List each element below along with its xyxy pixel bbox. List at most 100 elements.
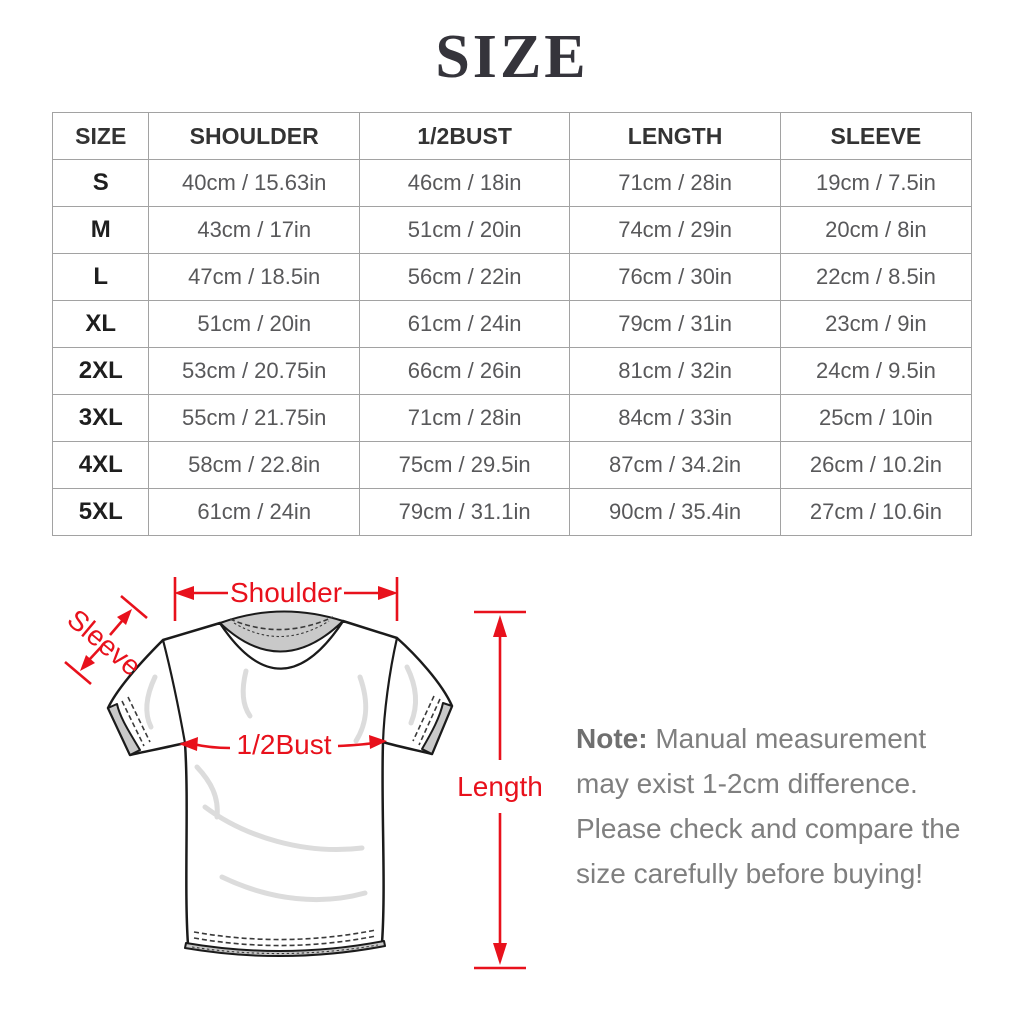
- size-cell: S: [51, 159, 150, 207]
- shoulder-cell: 40cm / 15.63in: [148, 159, 360, 207]
- arrowhead-right: [369, 735, 387, 749]
- shoulder-cell: 58cm / 22.8in: [148, 441, 360, 489]
- length-cell: 79cm / 31in: [569, 300, 781, 348]
- column-header-bust: 1/2BUST: [358, 112, 571, 160]
- shoulder-measure: Shoulder: [173, 577, 399, 621]
- length-cell: 81cm / 32in: [569, 347, 781, 395]
- shoulder-cell: 47cm / 18.5in: [148, 253, 360, 301]
- column-header-size: SIZE: [51, 112, 150, 160]
- length-cell: 90cm / 35.4in: [569, 488, 781, 536]
- bust-cell: 66cm / 26in: [358, 347, 571, 395]
- shoulder-cell: 61cm / 24in: [148, 488, 360, 536]
- arrowhead-down: [493, 943, 507, 965]
- tshirt-illustration: [106, 610, 454, 958]
- wrinkle-shading: [144, 674, 158, 730]
- wrinkle-shading: [202, 804, 365, 853]
- length-cell: 74cm / 29in: [569, 206, 781, 254]
- bust-cell: 56cm / 22in: [358, 253, 571, 301]
- length-cell: 71cm / 28in: [569, 159, 781, 207]
- length-measure: Length: [457, 610, 543, 970]
- sleeve-cell: 19cm / 7.5in: [779, 159, 973, 207]
- armhole-seam-right: [381, 637, 399, 743]
- size-cell: M: [51, 206, 150, 254]
- size-cell: 4XL: [51, 441, 150, 489]
- collar-band: [219, 620, 344, 670]
- shoulder-label: Shoulder: [230, 577, 342, 608]
- length-cell: 87cm / 34.2in: [569, 441, 781, 489]
- bust-cell: 79cm / 31.1in: [358, 488, 571, 536]
- arrowhead-left: [179, 737, 198, 751]
- sleeve-cell: 27cm / 10.6in: [779, 488, 973, 536]
- table-row: XL 51cm / 20in 61cm / 24in 79cm / 31in 2…: [51, 300, 973, 348]
- bust-cell: 51cm / 20in: [358, 206, 571, 254]
- table-row: M 43cm / 17in 51cm / 20in 74cm / 29in 20…: [51, 206, 973, 254]
- cuff-stitching-left: [127, 696, 151, 743]
- bust-cell: 46cm / 18in: [358, 159, 571, 207]
- table-row: 4XL 58cm / 22.8in 75cm / 29.5in 87cm / 3…: [51, 441, 973, 489]
- table-header-row: SIZE SHOULDER 1/2BUST LENGTH SLEEVE: [51, 112, 973, 160]
- hem-stitching: [193, 929, 377, 941]
- sleeve-cell: 25cm / 10in: [779, 394, 973, 442]
- bust-cell: 71cm / 28in: [358, 394, 571, 442]
- bust-label: 1/2Bust: [237, 729, 332, 760]
- sleeve-cell: 22cm / 8.5in: [779, 253, 973, 301]
- length-label: Length: [457, 771, 543, 802]
- hem-stitching: [191, 944, 379, 955]
- bust-cell: 75cm / 29.5in: [358, 441, 571, 489]
- table-row: 5XL 61cm / 24in 79cm / 31.1in 90cm / 35.…: [51, 488, 973, 536]
- shoulder-cell: 53cm / 20.75in: [148, 347, 360, 395]
- arrowhead-left: [174, 586, 194, 600]
- column-header-length: LENGTH: [569, 112, 781, 160]
- shoulder-cell: 43cm / 17in: [148, 206, 360, 254]
- tshirt-body: [106, 619, 454, 955]
- cuff-stitching-left: [121, 700, 145, 747]
- arrowhead-up: [493, 615, 507, 637]
- column-header-sleeve: SLEEVE: [779, 112, 973, 160]
- hem-stitching: [193, 935, 377, 947]
- wrinkle-shading: [219, 874, 368, 903]
- shoulder-cell: 55cm / 21.75in: [148, 394, 360, 442]
- wrinkle-shading: [353, 674, 369, 744]
- table-row: S 40cm / 15.63in 46cm / 18in 71cm / 28in…: [51, 159, 973, 207]
- bust-measure: 1/2Bust: [179, 729, 387, 760]
- arrowhead-down: [80, 655, 95, 671]
- size-cell: 2XL: [51, 347, 150, 395]
- length-cell: 84cm / 33in: [569, 394, 781, 442]
- size-cell: 3XL: [51, 394, 150, 442]
- arrowhead-up: [117, 609, 132, 625]
- cuff-stitching-right: [412, 695, 435, 742]
- table-row: 2XL 53cm / 20.75in 66cm / 26in 81cm / 32…: [51, 347, 973, 395]
- size-cell: XL: [51, 300, 150, 348]
- table-row: L 47cm / 18.5in 56cm / 22in 76cm / 30in …: [51, 253, 973, 301]
- page-title: SIZE: [435, 23, 589, 91]
- size-cell: L: [51, 253, 150, 301]
- armhole-seam-left: [161, 639, 187, 744]
- sleeve-cell: 26cm / 10.2in: [779, 441, 973, 489]
- column-header-shoulder: SHOULDER: [148, 112, 360, 160]
- sleeve-cell: 20cm / 8in: [779, 206, 973, 254]
- sleeve-cuff-left: [107, 703, 141, 756]
- collar-stitching: [229, 616, 334, 631]
- wrinkle-shading: [404, 664, 418, 726]
- note-text: Manual measurement may exist 1-2cm diffe…: [576, 723, 961, 889]
- arrowhead-right: [378, 586, 398, 600]
- size-cell: 5XL: [51, 488, 150, 536]
- wrinkle-shading: [194, 764, 220, 820]
- wrinkle-shading: [240, 668, 253, 719]
- shoulder-cell: 51cm / 20in: [148, 300, 360, 348]
- sleeve-cell: 24cm / 9.5in: [779, 347, 973, 395]
- length-cell: 76cm / 30in: [569, 253, 781, 301]
- sleeve-cell: 23cm / 9in: [779, 300, 973, 348]
- bust-cell: 61cm / 24in: [358, 300, 571, 348]
- note-block: Note: Manual measurement may exist 1-2cm…: [576, 716, 976, 896]
- tshirt-measurement-diagram: Shoulder Sleeve 1/2Bust: [62, 577, 543, 970]
- table-row: 3XL 55cm / 21.75in 71cm / 28in 84cm / 33…: [51, 394, 973, 442]
- note-label: Note:: [576, 723, 648, 754]
- bottom-hem: [184, 940, 386, 958]
- sleeve-cuff-right: [421, 702, 453, 755]
- size-table: SIZE SHOULDER 1/2BUST LENGTH SLEEVE S 40…: [51, 112, 973, 536]
- collar-stitching: [233, 620, 330, 638]
- sleeve-measure: Sleeve: [62, 595, 148, 685]
- cuff-stitching-right: [418, 698, 441, 746]
